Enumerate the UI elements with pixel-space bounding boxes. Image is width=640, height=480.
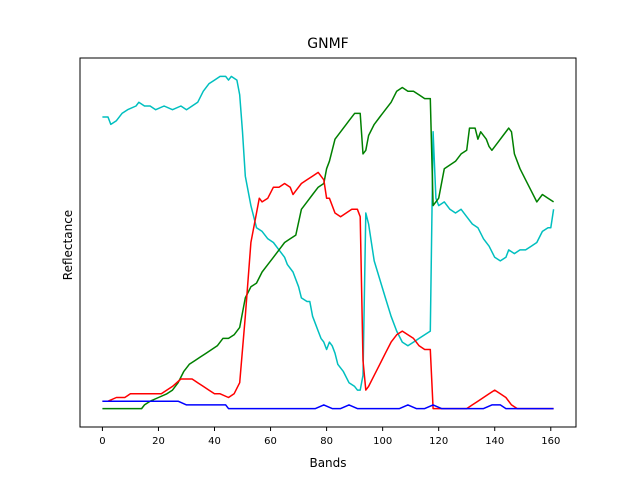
series-line-2 (102, 86, 555, 410)
x-tick-label: 160 (541, 436, 560, 447)
x-tick-label: 140 (485, 436, 504, 447)
x-tick-label: 60 (264, 436, 277, 447)
x-tick-label: 0 (99, 436, 105, 447)
series-layer (102, 75, 555, 410)
x-tick-label: 80 (320, 436, 333, 447)
series-line-3 (102, 171, 554, 410)
series-line-1 (102, 75, 555, 391)
y-axis-label: Reflectance (61, 210, 75, 280)
series-line-4 (102, 400, 554, 410)
x-tick-label: 40 (208, 436, 221, 447)
x-axis-label: Bands (309, 456, 346, 470)
plot-frame (79, 57, 577, 428)
x-tick-label: 20 (152, 436, 165, 447)
x-axis: 0 20 40 60 80 100 120 140 160 (99, 427, 560, 447)
chart-title: GNMF (307, 36, 348, 52)
x-tick-label: 120 (429, 436, 448, 447)
x-tick-label: 100 (373, 436, 392, 447)
